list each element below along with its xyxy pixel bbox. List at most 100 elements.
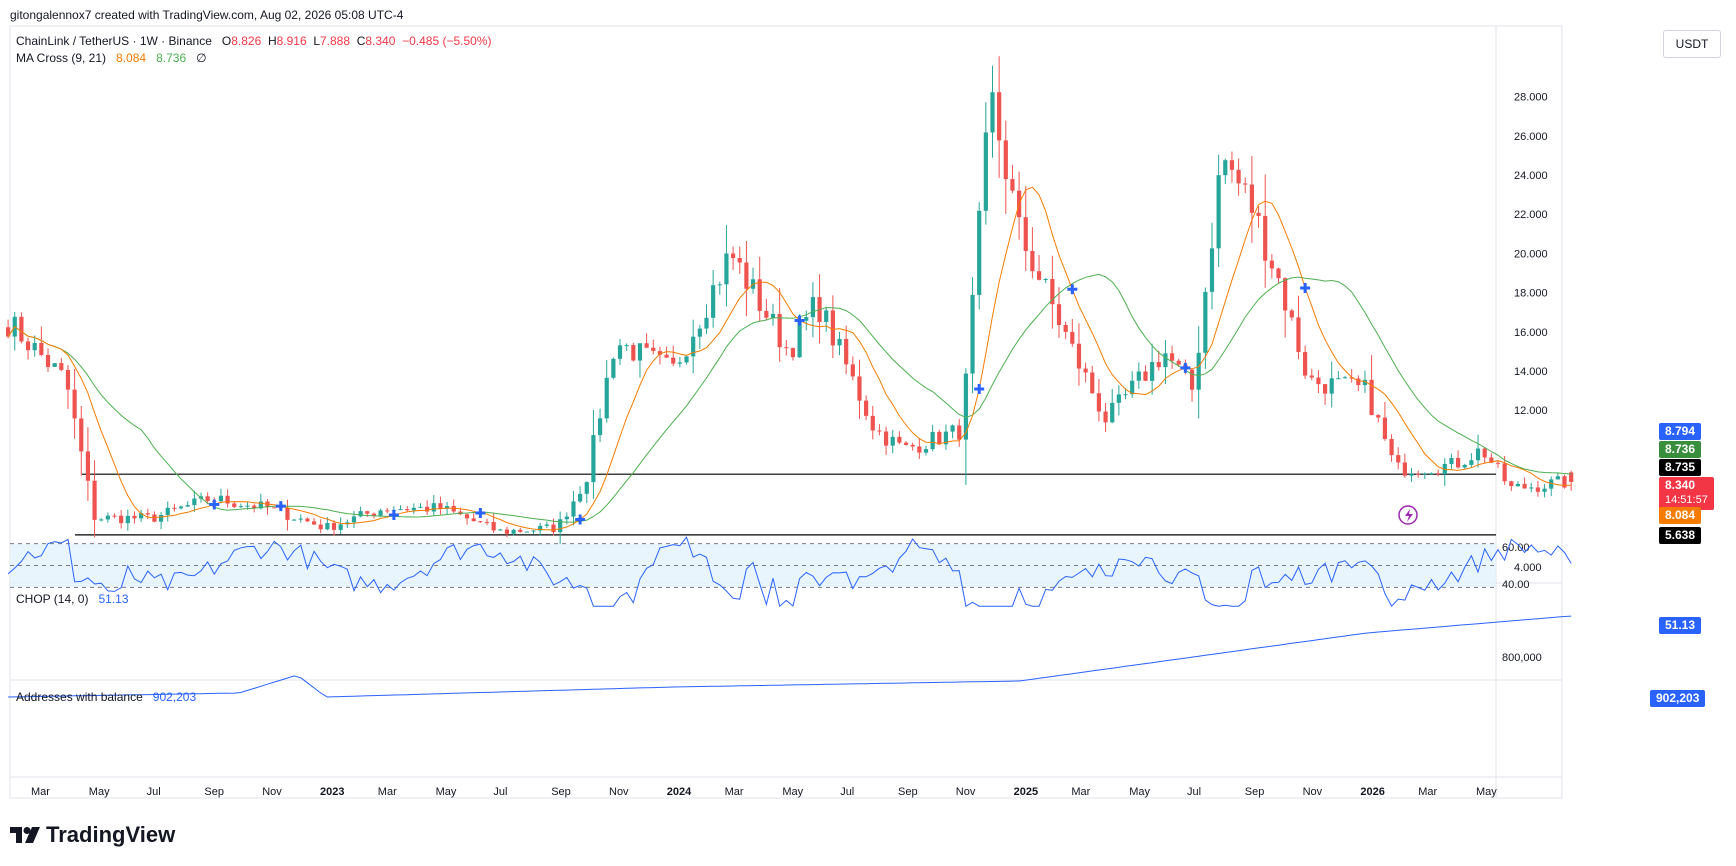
candle-down [1389,438,1394,456]
candle-down [1269,260,1274,269]
ma-cross-marker [1300,282,1311,293]
candle-up [604,377,609,419]
ma-fast-tag: 8.084 [1659,507,1702,524]
candle-up [1529,487,1534,489]
candle-down [917,446,922,453]
candle-up [139,513,144,519]
candle-down [744,262,749,289]
candle-up [571,501,576,517]
time-tick-label: May [436,786,457,798]
candle-up [578,493,583,502]
time-tick-label: Jul [147,786,161,798]
candle-down [1083,368,1088,373]
candle-up [258,501,263,509]
candle-down [1349,377,1354,379]
addresses-legend[interactable]: Addresses with balance 902,203 [16,690,196,704]
candle-down [1103,411,1108,423]
ma-legend[interactable]: MA Cross (9, 21) 8.084 8.736 ∅ [16,51,207,65]
candle-up [378,510,383,516]
candle-up [498,529,503,531]
hline-lower-tag: 5.638 [1659,527,1702,544]
candle-up [158,514,164,522]
candle-up [358,511,363,517]
candle-down [385,510,390,512]
candle-up [697,328,702,337]
candle-up [52,363,57,367]
candle-down [671,357,676,364]
candle-up [1449,457,1454,464]
candle-up [890,436,895,446]
chop-legend[interactable]: CHOP (14, 0) 51.13 [16,592,129,606]
candle-down [1156,361,1161,368]
candle-up [977,210,982,295]
candle-down [937,431,942,445]
candle-down [1303,352,1308,376]
candle-up [677,362,682,364]
ma-fast-value: 8.084 [116,51,147,65]
flash-icon-bolt [1405,509,1413,522]
candle-up [1123,394,1128,396]
addresses-tag: 902,203 [1650,690,1706,707]
candle-down [252,505,257,509]
time-tick-label: 2025 [1014,786,1038,798]
chop-tick-label: 40.00 [1502,579,1530,591]
candle-down [1495,462,1501,464]
candle-up [185,505,190,507]
price-tick-label: 22.000 [1514,209,1548,221]
candle-down [59,363,64,370]
time-tick-label: Mar [1071,786,1090,798]
candle-down [1322,384,1328,394]
candle-up [1542,488,1547,492]
time-tick-label: 2026 [1360,786,1384,798]
chart-frame [9,25,1563,799]
candle-up [1362,379,1368,386]
candle-down [883,431,889,446]
chop-tag: 51.13 [1659,617,1702,634]
candle-down [205,496,210,502]
candle-up [611,358,616,378]
candle-down [85,451,91,481]
candle-up [1555,476,1560,480]
symbol-legend[interactable]: ChainLink / TetherUS · 1W · Binance O8.8… [16,34,491,48]
ma-cross-marker [575,514,586,525]
candle-up [584,482,589,494]
candle-down [1509,481,1514,487]
ohlc-close: 8.340 [365,34,396,48]
candle-up [1462,464,1467,468]
candle-up [564,516,569,520]
time-tick-label: Jul [840,786,854,798]
candle-down [331,522,337,530]
time-tick-label: Nov [262,786,282,798]
currency-button[interactable]: USDT [1663,30,1721,58]
candle-down [1143,371,1148,381]
time-tick-label: May [1129,786,1150,798]
candle-down [172,507,177,509]
candle-down [1356,378,1361,386]
candle-down [438,503,443,509]
tradingview-logo[interactable]: TradingView [10,822,175,848]
candle-up [617,345,623,359]
time-tick-label: Jul [1187,786,1201,798]
candle-down [1090,372,1095,394]
candle-down [132,515,137,519]
candle-up [125,515,130,524]
price-tick-label: 12.000 [1514,405,1548,417]
candle-down [1396,455,1401,463]
candle-down [311,521,317,525]
candle-up [990,92,995,133]
candle-up [704,317,709,329]
candle-up [717,284,722,286]
ma-slow-tag: 8.736 [1659,441,1702,458]
candle-up [1043,279,1048,281]
candle-up [32,342,37,351]
candle-down [1296,317,1301,353]
candle-up [1203,291,1208,353]
candle-up [1110,402,1115,423]
ma-cross-marker [388,509,399,520]
candle-down [651,347,656,352]
candle-down [1096,393,1102,412]
time-tick-label: Sep [204,786,224,798]
candle-down [1236,169,1241,184]
candle-up [524,531,530,533]
